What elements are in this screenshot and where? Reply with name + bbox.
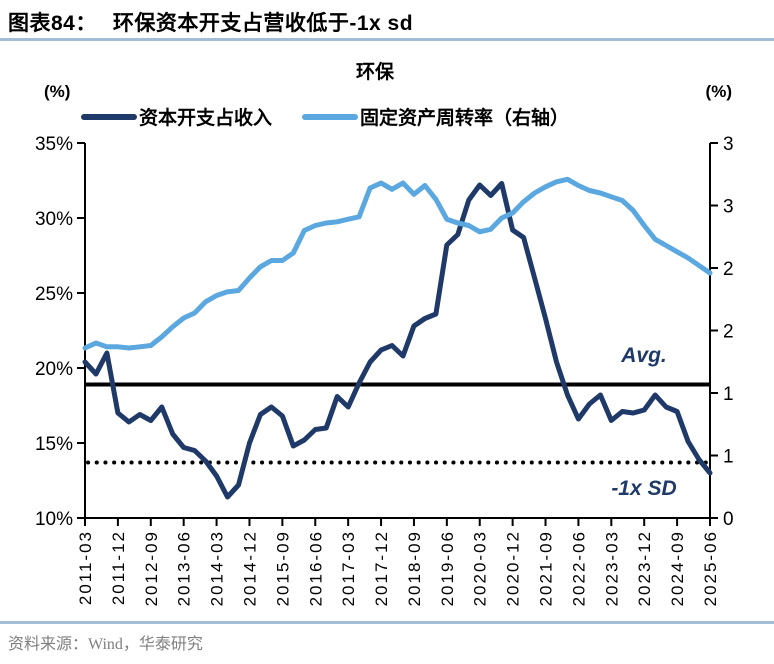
legend: 资本开支占收入 固定资产周转率（右轴） [81, 106, 569, 129]
capex-ratio-line [82, 181, 713, 500]
x-tick-label: 2012-09 [142, 530, 161, 606]
x-tick-label: 2013-06 [175, 530, 194, 606]
right-tick-label: 3 [723, 134, 734, 155]
x-tick-label: 2020-03 [471, 530, 490, 606]
right-axis [709, 142, 718, 519]
figure-number: 图表84： [8, 12, 97, 35]
x-tick-label: 2016-06 [306, 530, 325, 606]
right-tick-label: 2 [723, 259, 734, 280]
chart-title: 环保 [356, 60, 395, 83]
source-note: 资料来源：Wind，华泰研究 [8, 636, 203, 653]
footer-rule [0, 621, 774, 624]
right-axis-unit: (%) [706, 82, 732, 101]
legend-label-capex: 资本开支占收入 [139, 106, 272, 129]
x-tick-label: 2023-03 [602, 530, 621, 606]
plot-layer: 35% 30% 25% 20% 15% 10% 3 3 2 2 1 1 0 2011-03 2011-12 2… [35, 134, 734, 606]
left-axis-unit: (%) [44, 82, 70, 101]
left-tick-label: 25% [35, 284, 73, 305]
right-tick-label: 0 [723, 509, 734, 530]
left-tick-label: 35% [35, 134, 73, 155]
left-tick-label: 15% [35, 434, 73, 455]
right-tick-label: 3 [723, 197, 734, 218]
x-tick-label: 2018-09 [405, 530, 424, 606]
right-tick-label: 1 [723, 384, 734, 405]
left-tick-label: 10% [35, 509, 73, 530]
figure-caption: 环保资本开支占营收低于-1x sd [112, 12, 414, 35]
x-axis [84, 517, 711, 526]
x-tick-label: 2017-12 [372, 530, 391, 606]
header-rule [0, 38, 774, 41]
x-tick-label: 2014-03 [208, 530, 227, 606]
left-tick-label: 30% [35, 209, 73, 230]
figure-title: 图表84： 环保资本开支占营收低于-1x sd [8, 7, 413, 37]
left-axis [77, 142, 86, 519]
x-tick-label: 2023-12 [635, 530, 654, 606]
x-tick-label: 2019-06 [438, 530, 457, 606]
x-tick-label: 2025-06 [701, 530, 720, 606]
left-tick-label: 20% [35, 359, 73, 380]
x-tick-label: 2015-09 [273, 530, 292, 606]
x-tick-label: 2017-03 [339, 530, 358, 606]
minus-1sd-annotation: -1x SD [611, 477, 676, 500]
x-tick-label: 2011-03 [76, 530, 95, 605]
x-tick-label: 2021-09 [537, 530, 556, 606]
right-tick-label: 2 [723, 322, 734, 343]
x-tick-label: 2024-09 [668, 530, 687, 606]
legend-label-turnover: 固定资产周转率（右轴） [360, 106, 569, 129]
avg-annotation: Avg. [620, 344, 667, 367]
x-tick-label: 2022-06 [569, 530, 588, 606]
x-tick-label: 2011-12 [109, 530, 128, 605]
right-tick-label: 1 [723, 447, 734, 468]
x-tick-label: 2020-12 [504, 530, 523, 606]
x-tick-label: 2014-12 [240, 530, 259, 606]
fixed-asset-turnover-line [82, 176, 713, 351]
